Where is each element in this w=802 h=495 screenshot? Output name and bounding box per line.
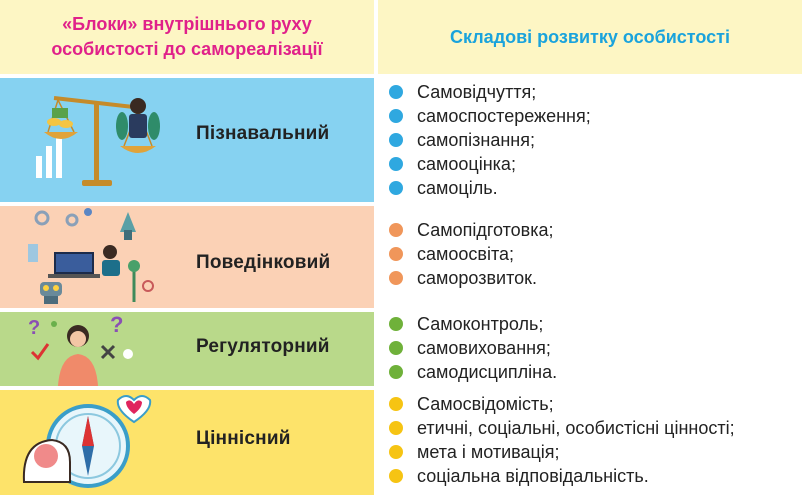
scales-icon xyxy=(36,96,160,186)
bullet-dot xyxy=(389,341,403,355)
row-items-cell: Самоконтроль; самовиховання; самодисципл… xyxy=(378,312,802,386)
bullet-dot xyxy=(389,317,403,331)
header-right-cell: Складові розвитку особистості xyxy=(378,0,802,74)
table-row-regulatory: ? ? Регуляторний Самоконтроль; самовихов… xyxy=(0,312,802,386)
items-list: Самоконтроль; самовиховання; самодисципл… xyxy=(386,312,557,384)
bullet-dot xyxy=(389,365,403,379)
bullet-dot xyxy=(389,271,403,285)
bullet-dot xyxy=(389,223,403,237)
list-item: етичні, соціальні, особистісні цінності; xyxy=(386,416,735,440)
bullet-dot xyxy=(389,181,403,195)
thinking-person-icon: ? ? xyxy=(28,312,133,386)
row-label: Поведінковий xyxy=(196,252,331,273)
table-row-values: Ціннісний Самосвідомість; етичні, соціал… xyxy=(0,390,802,495)
items-list: Самопідготовка; самоосвіта; саморозвиток… xyxy=(386,218,554,290)
items-list: Самосвідомість; етичні, соціальні, особи… xyxy=(386,392,735,488)
bullet-dot xyxy=(389,469,403,483)
list-item: соціальна відповідальність. xyxy=(386,464,735,488)
list-item: самопізнання; xyxy=(386,128,591,152)
row-items-cell: Самопідготовка; самоосвіта; саморозвиток… xyxy=(378,206,802,308)
bullet-dot xyxy=(389,247,403,261)
row-label: Ціннісний xyxy=(196,428,291,449)
bullet-dot xyxy=(389,85,403,99)
list-item: самовиховання; xyxy=(386,336,557,360)
robot-workspace-icon xyxy=(28,208,154,304)
list-item: Самосвідомість; xyxy=(386,392,735,416)
list-item: Самовідчуття; xyxy=(386,80,591,104)
items-list: Самовідчуття; самоспостереження; самопіз… xyxy=(386,80,591,200)
bullet-dot xyxy=(389,133,403,147)
table-row-cognitive: Пізнавальний Самовідчуття; самоспостереж… xyxy=(0,78,802,202)
header-right-title: Складові розвитку особистості xyxy=(450,26,730,47)
row-label-cell: Ціннісний xyxy=(0,390,374,495)
row-label: Пізнавальний xyxy=(196,123,330,144)
svg-text:?: ? xyxy=(110,312,123,337)
row-label: Регуляторний xyxy=(196,336,330,357)
bullet-dot xyxy=(389,397,403,411)
list-item: Самопідготовка; xyxy=(386,218,554,242)
table-row-behavioral: Поведінковий Самопідготовка; самоосвіта;… xyxy=(0,206,802,308)
header-left-cell: «Блоки» внутрішнього руху особистості до… xyxy=(0,0,374,74)
svg-text:?: ? xyxy=(28,317,40,339)
row-label-cell: Пізнавальний xyxy=(0,78,374,202)
table-header: «Блоки» внутрішнього руху особистості до… xyxy=(0,0,802,74)
list-item: самодисципліна. xyxy=(386,360,557,384)
bullet-dot xyxy=(389,421,403,435)
bullet-dot xyxy=(389,109,403,123)
row-label-cell: ? ? Регуляторний xyxy=(0,312,374,386)
bullet-dot xyxy=(389,445,403,459)
list-item: самоспостереження; xyxy=(386,104,591,128)
row-items-cell: Самосвідомість; етичні, соціальні, особи… xyxy=(378,390,802,495)
list-item: Самоконтроль; xyxy=(386,312,557,336)
list-item: мета і мотивація; xyxy=(386,440,735,464)
bullet-dot xyxy=(389,157,403,171)
list-item: самоосвіта; xyxy=(386,242,554,266)
list-item: самоціль. xyxy=(386,176,591,200)
row-items-cell: Самовідчуття; самоспостереження; самопіз… xyxy=(378,78,802,202)
brain-compass-icon xyxy=(22,395,152,488)
row-label-cell: Поведінковий xyxy=(0,206,374,308)
list-item: самооцінка; xyxy=(386,152,591,176)
header-left-title: «Блоки» внутрішнього руху особистості до… xyxy=(51,14,323,59)
list-item: саморозвиток. xyxy=(386,266,554,290)
